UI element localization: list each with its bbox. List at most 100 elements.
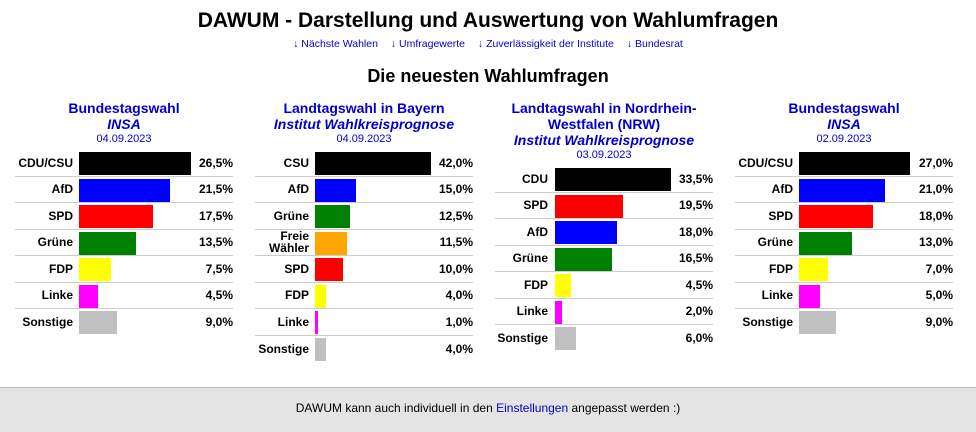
result-value: 13,5%: [198, 235, 233, 250]
party-name: CSU: [283, 155, 309, 170]
result-row: Linke 5,0%: [735, 283, 953, 309]
result-value: 42,0%: [438, 155, 473, 170]
party-name: AfD: [771, 182, 793, 197]
result-bar: [79, 284, 99, 308]
result-value: 21,5%: [198, 182, 233, 197]
result-value: 4,5%: [685, 277, 713, 292]
result-bar: [799, 178, 886, 202]
result-bar: [79, 311, 118, 334]
results-table: CDU/CSU 26,5% AfD 21,5% SPD 17,5% Grüne 13,5% FD…: [15, 150, 233, 336]
result-bar: [555, 247, 613, 271]
result-bar: [315, 284, 327, 308]
result-bar: [555, 194, 623, 218]
result-bar: [315, 178, 357, 202]
party-name: Grüne: [757, 235, 793, 250]
poll-header[interactable]: Bundestagswahl INSA 04.09.2023: [15, 100, 233, 146]
party-name: Sonstige: [742, 315, 793, 330]
result-value: 7,5%: [205, 261, 233, 276]
result-value: 7,0%: [925, 261, 953, 276]
result-bar: [315, 152, 431, 175]
party-name: Grüne: [273, 208, 309, 223]
poll-header[interactable]: Landtagswahl in Nordrhein-Westfalen (NRW…: [495, 100, 713, 162]
result-value: 16,5%: [678, 251, 713, 266]
party-name: SPD: [768, 208, 793, 223]
party-name: SPD: [48, 208, 73, 223]
result-value: 9,0%: [925, 315, 953, 330]
poll-institute[interactable]: INSA: [827, 116, 861, 132]
result-value: 17,5%: [198, 208, 233, 223]
result-value: 15,0%: [438, 182, 473, 197]
party-name: CDU/CSU: [18, 155, 73, 170]
result-row: FDP 7,0%: [735, 256, 953, 283]
result-bar: [799, 284, 820, 308]
party-name: Linke: [516, 304, 548, 319]
result-bar: [799, 311, 836, 334]
result-row: Linke 1,0%: [255, 309, 473, 336]
poll-institute[interactable]: Institut Wahlkreisprognose: [513, 132, 695, 148]
result-value: 1,0%: [445, 314, 473, 329]
party-name: AfD: [51, 182, 73, 197]
result-value: 12,5%: [438, 208, 473, 223]
result-bar: [555, 221, 618, 244]
result-row: CDU 33,5%: [495, 166, 713, 193]
poll-parliament[interactable]: Landtagswahl in Nordrhein-Westfalen (NRW…: [511, 100, 697, 132]
poll-date[interactable]: 03.09.2023: [576, 149, 632, 161]
poll-card: Landtagswahl in Bayern Institut Wahlkreis…: [255, 100, 473, 362]
poll-institute[interactable]: INSA: [107, 116, 141, 132]
poll-date[interactable]: 04.09.2023: [96, 133, 152, 145]
settings-link[interactable]: Einstellungen: [496, 401, 569, 415]
party-name: CDU: [522, 171, 548, 186]
poll-date[interactable]: 04.09.2023: [336, 133, 392, 145]
result-value: 33,5%: [678, 171, 713, 186]
poll-card: Bundestagswahl INSA 02.09.2023 CDU/CSU 27,0%…: [735, 100, 953, 336]
result-value: 27,0%: [918, 155, 953, 170]
result-bar: [555, 168, 671, 191]
nav-link-bundesrat[interactable]: ↓ Bundesrat: [626, 38, 683, 50]
result-row: Grüne 16,5%: [495, 246, 713, 272]
poll-parliament[interactable]: Landtagswahl in Bayern: [283, 100, 445, 116]
result-value: 21,0%: [918, 182, 953, 197]
poll-header[interactable]: Bundestagswahl INSA 02.09.2023: [735, 100, 953, 146]
result-value: 11,5%: [439, 235, 473, 250]
party-name: AfD: [287, 182, 309, 197]
result-value: 26,5%: [198, 155, 233, 170]
result-bar: [79, 258, 111, 281]
page-title: DAWUM - Darstellung und Auswertung von W…: [197, 9, 779, 32]
party-name: FDP: [49, 261, 73, 276]
party-name: SPD: [284, 261, 309, 276]
footer-text-after: angepasst werden :): [568, 401, 681, 415]
result-bar: [799, 205, 873, 228]
party-name: Freie Wähler: [268, 229, 309, 256]
party-name: CDU/CSU: [738, 155, 793, 170]
poll-institute[interactable]: Institut Wahlkreisprognose: [273, 116, 455, 132]
result-row: AfD 21,0%: [735, 177, 953, 203]
result-value: 18,0%: [918, 208, 953, 223]
nav-link-naechste-wahlen[interactable]: ↓ Nächste Wahlen: [293, 38, 378, 50]
nav-link-umfragewerte[interactable]: ↓ Umfragewerte: [390, 38, 465, 50]
result-bar: [79, 231, 137, 255]
anchor-nav: ↓ Nächste Wahlen ↓ Umfragewerte ↓ Zuverl…: [0, 38, 976, 50]
result-row: AfD 18,0%: [495, 219, 713, 246]
result-row: CSU 42,0%: [255, 150, 473, 177]
result-row: AfD 15,0%: [255, 177, 473, 203]
nav-link-zuverlaessigkeit[interactable]: ↓ Zuverlässigkeit der Institute: [477, 38, 614, 50]
result-row: FDP 4,5%: [495, 272, 713, 299]
poll-header[interactable]: Landtagswahl in Bayern Institut Wahlkreis…: [255, 100, 473, 146]
party-name: Sonstige: [497, 331, 548, 346]
result-row: Sonstige 6,0%: [495, 325, 713, 352]
party-name: FDP: [769, 261, 793, 276]
result-row: SPD 19,5%: [495, 193, 713, 219]
party-name: FDP: [285, 288, 309, 303]
party-name: SPD: [523, 198, 548, 213]
poll-card: Bundestagswahl INSA 04.09.2023 CDU/CSU 26,5%…: [15, 100, 233, 336]
results-table: CSU 42,0% AfD 15,0% Grüne 12,5% Freie Wähler 11…: [255, 150, 473, 362]
footer: DAWUM kann auch individuell in den Einst…: [0, 387, 976, 432]
result-value: 13,0%: [918, 235, 953, 250]
footer-text-before: DAWUM kann auch individuell in den: [295, 401, 497, 415]
poll-parliament[interactable]: Bundestagswahl: [68, 100, 180, 116]
result-row: Grüne 12,5%: [255, 203, 473, 230]
poll-date[interactable]: 02.09.2023: [816, 133, 872, 145]
result-row: Linke 4,5%: [15, 283, 233, 309]
result-value: 4,5%: [205, 288, 233, 303]
poll-parliament[interactable]: Bundestagswahl: [788, 100, 900, 116]
